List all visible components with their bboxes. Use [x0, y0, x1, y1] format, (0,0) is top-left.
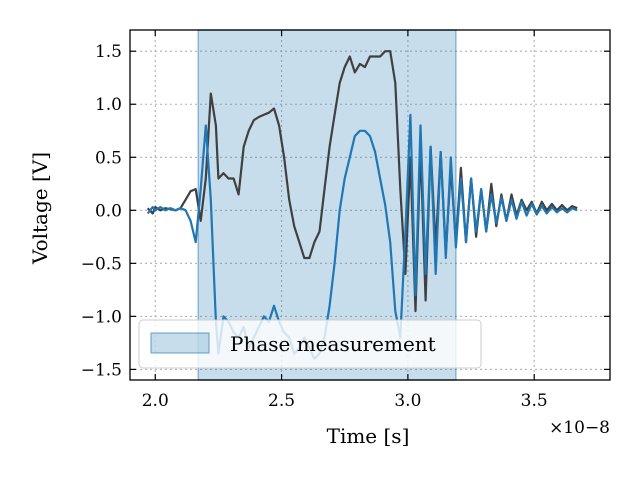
legend-label: Phase measurement [230, 332, 436, 356]
y-tick-label-6: −1.5 [81, 360, 122, 380]
y-tick-label-1: 1.0 [95, 95, 122, 115]
y-tick-label-3: 0.0 [95, 201, 122, 221]
x-scale-offset-label: ×10−8 [549, 418, 610, 438]
ticks: 2.0 2.5 3.0 3.5 1.5 1.0 0.5 0.0 −0.5 −1.0 −1.5 [81, 30, 610, 411]
legend: Phase measurement [138, 319, 482, 369]
y-tick-label-4: −0.5 [81, 254, 122, 274]
plot-frame [129, 29, 611, 381]
legend-swatch [150, 332, 210, 354]
y-axis-label: Voltage [V] [28, 152, 52, 265]
x-tick-label-1: 2.5 [268, 391, 295, 411]
y-tick-label-0: 1.5 [95, 42, 122, 62]
legend-box [138, 319, 482, 369]
y-tick-label-5: −1.0 [81, 307, 122, 327]
x-tick-label-0: 2.0 [142, 391, 169, 411]
y-tick-label-2: 0.5 [95, 148, 122, 168]
x-tick-label-2: 3.0 [394, 391, 421, 411]
x-tick-label-3: 3.5 [521, 391, 548, 411]
x-axis-label: Time [s] [327, 424, 410, 448]
